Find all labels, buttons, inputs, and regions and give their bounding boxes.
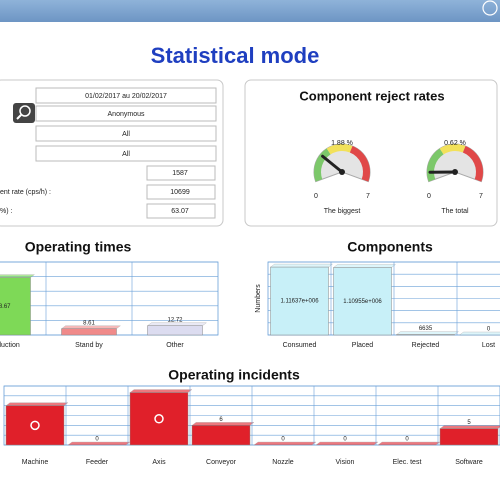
gauge-hub <box>339 169 345 175</box>
x-tick-label: Nozzle <box>272 459 294 466</box>
filter-field <box>35 105 217 122</box>
filter-value: Anonymous <box>108 111 145 118</box>
value-label: 78.67 <box>0 304 11 310</box>
bar-top <box>191 422 255 426</box>
value-label: 0 <box>487 327 491 333</box>
bar-top <box>5 402 69 406</box>
chart-title: Operating times <box>25 239 132 255</box>
chart-title: Components <box>347 239 433 255</box>
gauge-value: 1.88 % <box>331 140 353 147</box>
value-label: 1.11637e+006 <box>280 299 319 305</box>
x-tick-label: Consumed <box>283 342 317 349</box>
filter-field <box>35 145 217 162</box>
stat-field <box>146 184 216 200</box>
bar-top <box>332 264 397 268</box>
gauge-label: The total <box>441 208 469 215</box>
x-tick-label: Placed <box>352 342 374 349</box>
x-tick-label: Vision <box>336 459 355 466</box>
value-label: 0 <box>95 437 99 443</box>
x-tick-label: Elec. test <box>393 459 422 466</box>
x-tick-label: Axis <box>152 459 166 466</box>
gauge-min: 0 <box>427 193 431 200</box>
filter-value: All <box>122 131 130 138</box>
gauge-band <box>326 144 353 155</box>
x-tick-label: Software <box>455 459 483 466</box>
filter-field <box>35 87 217 104</box>
value-label: 5 <box>467 420 471 426</box>
stat-field <box>146 203 216 219</box>
value-label: 12.72 <box>167 317 183 323</box>
x-tick-label: Machine <box>22 459 49 466</box>
y-axis-label: Numbers <box>255 284 262 313</box>
bar <box>5 405 65 446</box>
reject-panel <box>244 79 498 227</box>
bar-top <box>315 441 379 446</box>
gauge-band <box>462 146 483 182</box>
gauge-label: The biggest <box>324 208 361 215</box>
value-label: 0 <box>343 437 347 443</box>
gauge-min: 0 <box>314 193 318 200</box>
panel-title: Component reject rates <box>299 88 444 103</box>
stat-field <box>146 165 216 181</box>
gauge-value: 0.62 % <box>444 140 466 147</box>
bar <box>129 392 189 446</box>
bar <box>61 328 117 336</box>
x-tick-label: Feeder <box>86 459 109 466</box>
filter-value: 01/02/2017 au 20/02/2017 <box>85 93 167 100</box>
bar-top <box>253 441 317 446</box>
value-label: 6635 <box>419 326 433 332</box>
stat-value: 63.07 <box>171 208 189 215</box>
chart-title: Operating incidents <box>168 367 300 383</box>
filter-value: All <box>122 151 130 158</box>
x-tick-label: Lost <box>482 342 495 349</box>
value-label: 1.10955e+006 <box>343 299 382 305</box>
header-bar <box>0 0 500 22</box>
search-button[interactable] <box>13 103 35 123</box>
header-icon[interactable] <box>482 0 498 16</box>
bar-top <box>458 331 500 336</box>
bar <box>439 428 499 446</box>
bar-top <box>67 441 131 446</box>
x-tick-label: Other <box>166 342 184 349</box>
bar <box>270 266 329 336</box>
value-label: 0 <box>281 437 285 443</box>
stat-label: %) : <box>0 208 13 215</box>
value-label: 0 <box>405 437 409 443</box>
bar <box>147 325 203 336</box>
gauge-max: 7 <box>366 193 370 200</box>
x-tick-label: Rejected <box>412 342 440 349</box>
bar-icon <box>154 414 164 424</box>
value-label: 8.61 <box>83 320 95 326</box>
gauge-max: 7 <box>479 193 483 200</box>
gauge-band <box>439 144 466 155</box>
bar-top <box>129 389 193 393</box>
stat-value: 10699 <box>170 189 190 196</box>
page-title: Statistical mode <box>151 43 320 68</box>
gauge-needle <box>321 154 344 174</box>
gauge-band <box>349 146 370 182</box>
value-label: 6 <box>219 417 223 423</box>
filter-field <box>35 125 217 142</box>
bar-top <box>0 274 36 278</box>
bar <box>333 267 392 336</box>
gauge-band <box>314 148 331 182</box>
bar-icon <box>30 420 40 431</box>
bar-top <box>269 263 334 268</box>
bar <box>0 277 31 336</box>
bar-top <box>377 441 441 446</box>
x-tick-label: Production <box>0 342 20 349</box>
x-tick-label: Stand by <box>75 342 103 349</box>
x-tick-label: Conveyor <box>206 459 237 466</box>
stat-label: ent rate (cps/h) : <box>0 189 51 196</box>
stat-value: 1587 <box>172 170 188 177</box>
bar <box>191 425 251 446</box>
gauge-hub <box>452 169 458 175</box>
